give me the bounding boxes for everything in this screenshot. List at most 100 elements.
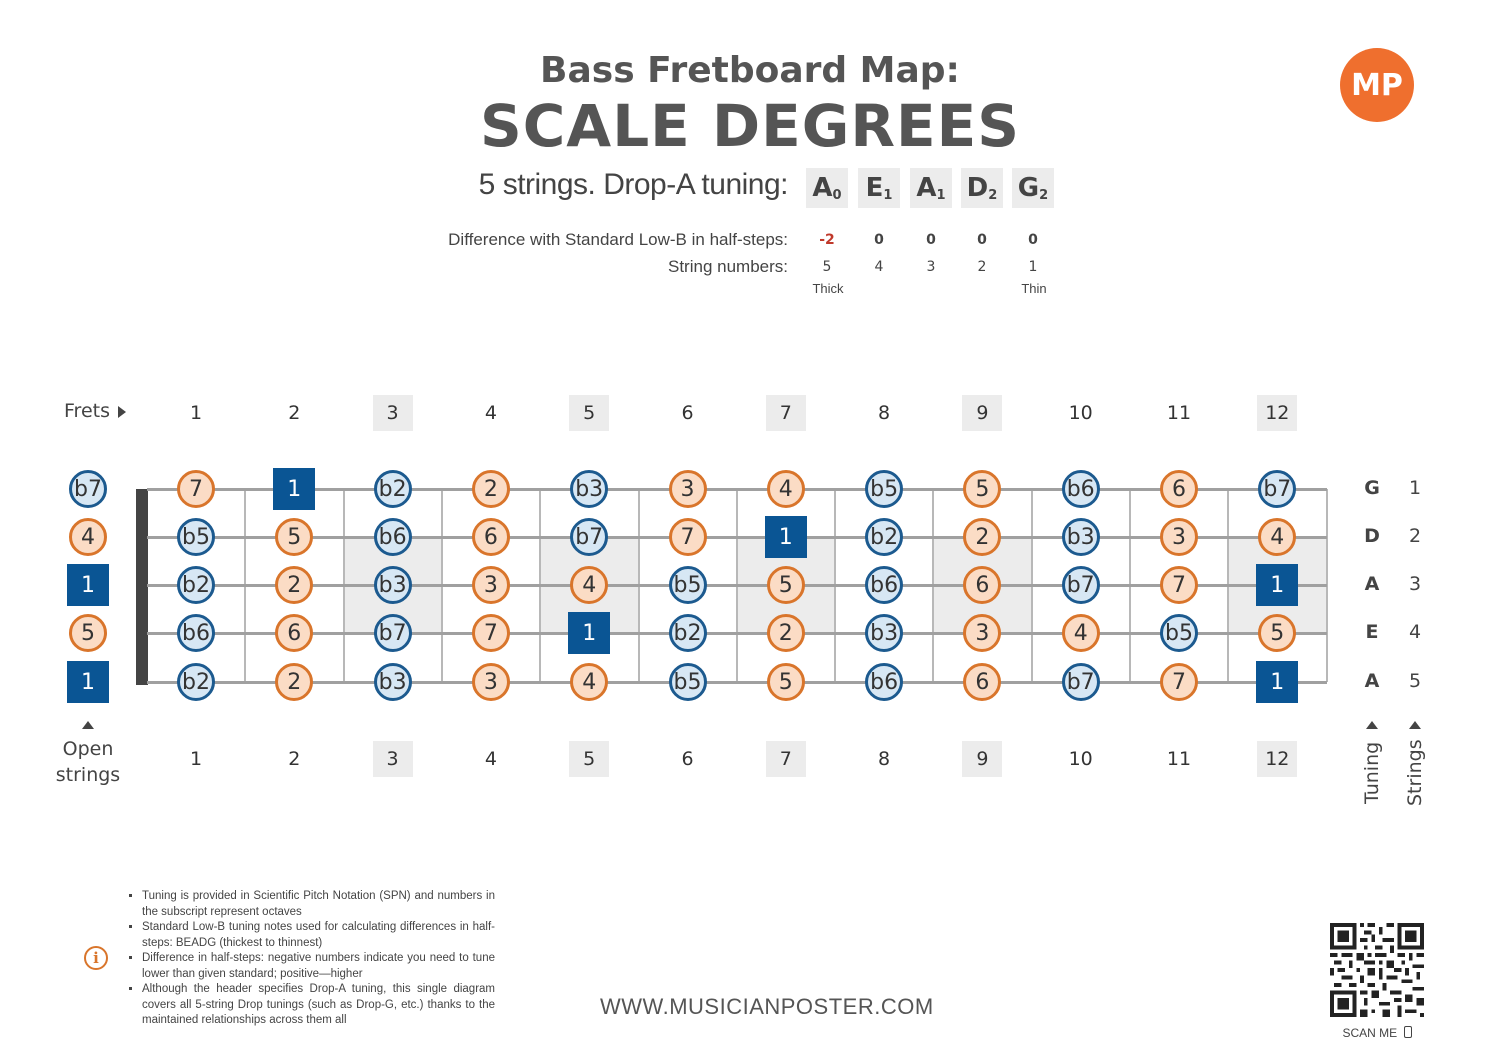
scale-degree: b6 (1061, 470, 1100, 508)
scale-degree: 6 (1160, 470, 1198, 508)
string-number: 4 (1408, 621, 1422, 643)
qr-code[interactable] (1330, 923, 1424, 1017)
strings-axis-label: Strings (1404, 739, 1426, 806)
tuning-octave: 1 (936, 187, 946, 203)
brand-logo[interactable]: MP (1340, 48, 1414, 122)
string-tuning: G (1364, 477, 1380, 499)
scale-degree: b6 (865, 663, 904, 701)
tuning-label: 5 strings. Drop-A tuning: (478, 168, 789, 201)
difference-value: 0 (926, 232, 936, 248)
scale-degree: 5 (1258, 614, 1297, 652)
arrow-up-icon (1409, 721, 1421, 729)
open-string-degree: 4 (69, 518, 107, 556)
thick-label: Thick (812, 281, 844, 296)
string-tuning: A (1364, 573, 1380, 595)
arrow-up-icon (82, 721, 94, 729)
scale-degree: b5 (668, 566, 707, 604)
scale-degree: 5 (275, 518, 314, 556)
scan-me-label: SCAN ME (1330, 1026, 1424, 1040)
scale-degree: b3 (570, 470, 609, 508)
scale-degree: b2 (668, 614, 707, 652)
tuning-note: D (966, 173, 989, 203)
scale-degree: b5 (865, 470, 904, 508)
scale-degree: 5 (766, 566, 805, 604)
footnote: Tuning is provided in Scientific Pitch N… (142, 889, 495, 920)
scale-degree: 2 (275, 566, 314, 604)
root-degree: 1 (1256, 661, 1299, 703)
scale-degree: b7 (1258, 470, 1297, 508)
scale-degree: 4 (1258, 518, 1297, 556)
string-number: 3 (926, 259, 936, 275)
scale-degree: b6 (177, 614, 215, 652)
string-line (147, 584, 1327, 587)
scale-degree: b7 (1061, 663, 1100, 701)
open-string-degree: b7 (69, 470, 107, 508)
difference-value: 0 (874, 232, 884, 248)
tuning-note: E (865, 173, 884, 203)
fret-number: 1 (189, 402, 203, 424)
string-tuning: A (1364, 670, 1380, 692)
root-degree: 1 (1256, 564, 1299, 606)
website-url[interactable]: WWW.MUSICIANPOSTER.COM (600, 994, 934, 1019)
scale-degree: b3 (373, 566, 412, 604)
scale-degree: b3 (865, 614, 904, 652)
scale-degree: 7 (1160, 663, 1198, 701)
string-number: 3 (1408, 573, 1422, 595)
scale-degree: 6 (963, 566, 1002, 604)
fret-number: 2 (288, 748, 301, 770)
scale-degree: 3 (471, 566, 510, 604)
footnote: Standard Low-B tuning notes used for cal… (142, 920, 495, 951)
open-string-degree: 1 (67, 661, 109, 703)
footnote: Although the header specifies Drop-A tun… (142, 982, 495, 1029)
scale-degree: 6 (471, 518, 510, 556)
frets-label: Frets (64, 400, 126, 422)
fret-number: 5 (569, 741, 610, 777)
scale-degree: b7 (1061, 566, 1100, 604)
scale-degree: b2 (177, 566, 215, 604)
scale-degree: b3 (373, 663, 412, 701)
scale-degree: b7 (570, 518, 609, 556)
scale-degree: 7 (177, 470, 215, 508)
fret-number: 3 (372, 395, 413, 431)
fret-number: 11 (1166, 402, 1192, 424)
footnote: Difference in half-steps: negative numbe… (142, 951, 495, 982)
scale-degree: 6 (275, 614, 314, 652)
scale-degree: b3 (1061, 518, 1100, 556)
fret-number: 10 (1068, 748, 1093, 770)
difference-label: Difference with Standard Low-B in half-s… (448, 230, 788, 249)
open-string-degree: 5 (69, 614, 107, 652)
open-label-line-1: Open (62, 738, 114, 760)
frets-label-text: Frets (64, 400, 110, 422)
fret-number: 7 (765, 741, 806, 777)
scale-degree: 2 (963, 518, 1002, 556)
phone-icon (1403, 1026, 1412, 1038)
fret-number: 6 (681, 402, 694, 424)
scale-degree: 4 (766, 470, 805, 508)
scale-degree: b6 (865, 566, 904, 604)
string-line (147, 681, 1327, 684)
string-numbers-label: String numbers: (668, 257, 788, 276)
fret-number: 10 (1068, 402, 1093, 424)
scale-degree: 3 (963, 614, 1002, 652)
tuning-octave: 1 (883, 187, 893, 203)
scale-degree: 3 (668, 470, 707, 508)
tuning-octave: 0 (832, 187, 842, 203)
root-degree: 1 (273, 468, 316, 510)
scale-degree: b2 (865, 518, 904, 556)
difference-value: 0 (1028, 232, 1038, 248)
scale-degree: b5 (177, 518, 215, 556)
fret-number: 2 (288, 402, 301, 424)
string-number: 2 (977, 259, 987, 275)
string-line (147, 536, 1327, 539)
string-line (147, 632, 1327, 635)
scale-degree: b2 (177, 663, 215, 701)
string-number: 1 (1408, 477, 1422, 499)
scale-degree: 7 (1160, 566, 1198, 604)
root-degree: 1 (568, 612, 611, 654)
scale-degree: 7 (668, 518, 707, 556)
open-strings-label: Open strings (48, 736, 128, 788)
fret-number: 6 (681, 748, 694, 770)
fret-number: 3 (372, 741, 413, 777)
